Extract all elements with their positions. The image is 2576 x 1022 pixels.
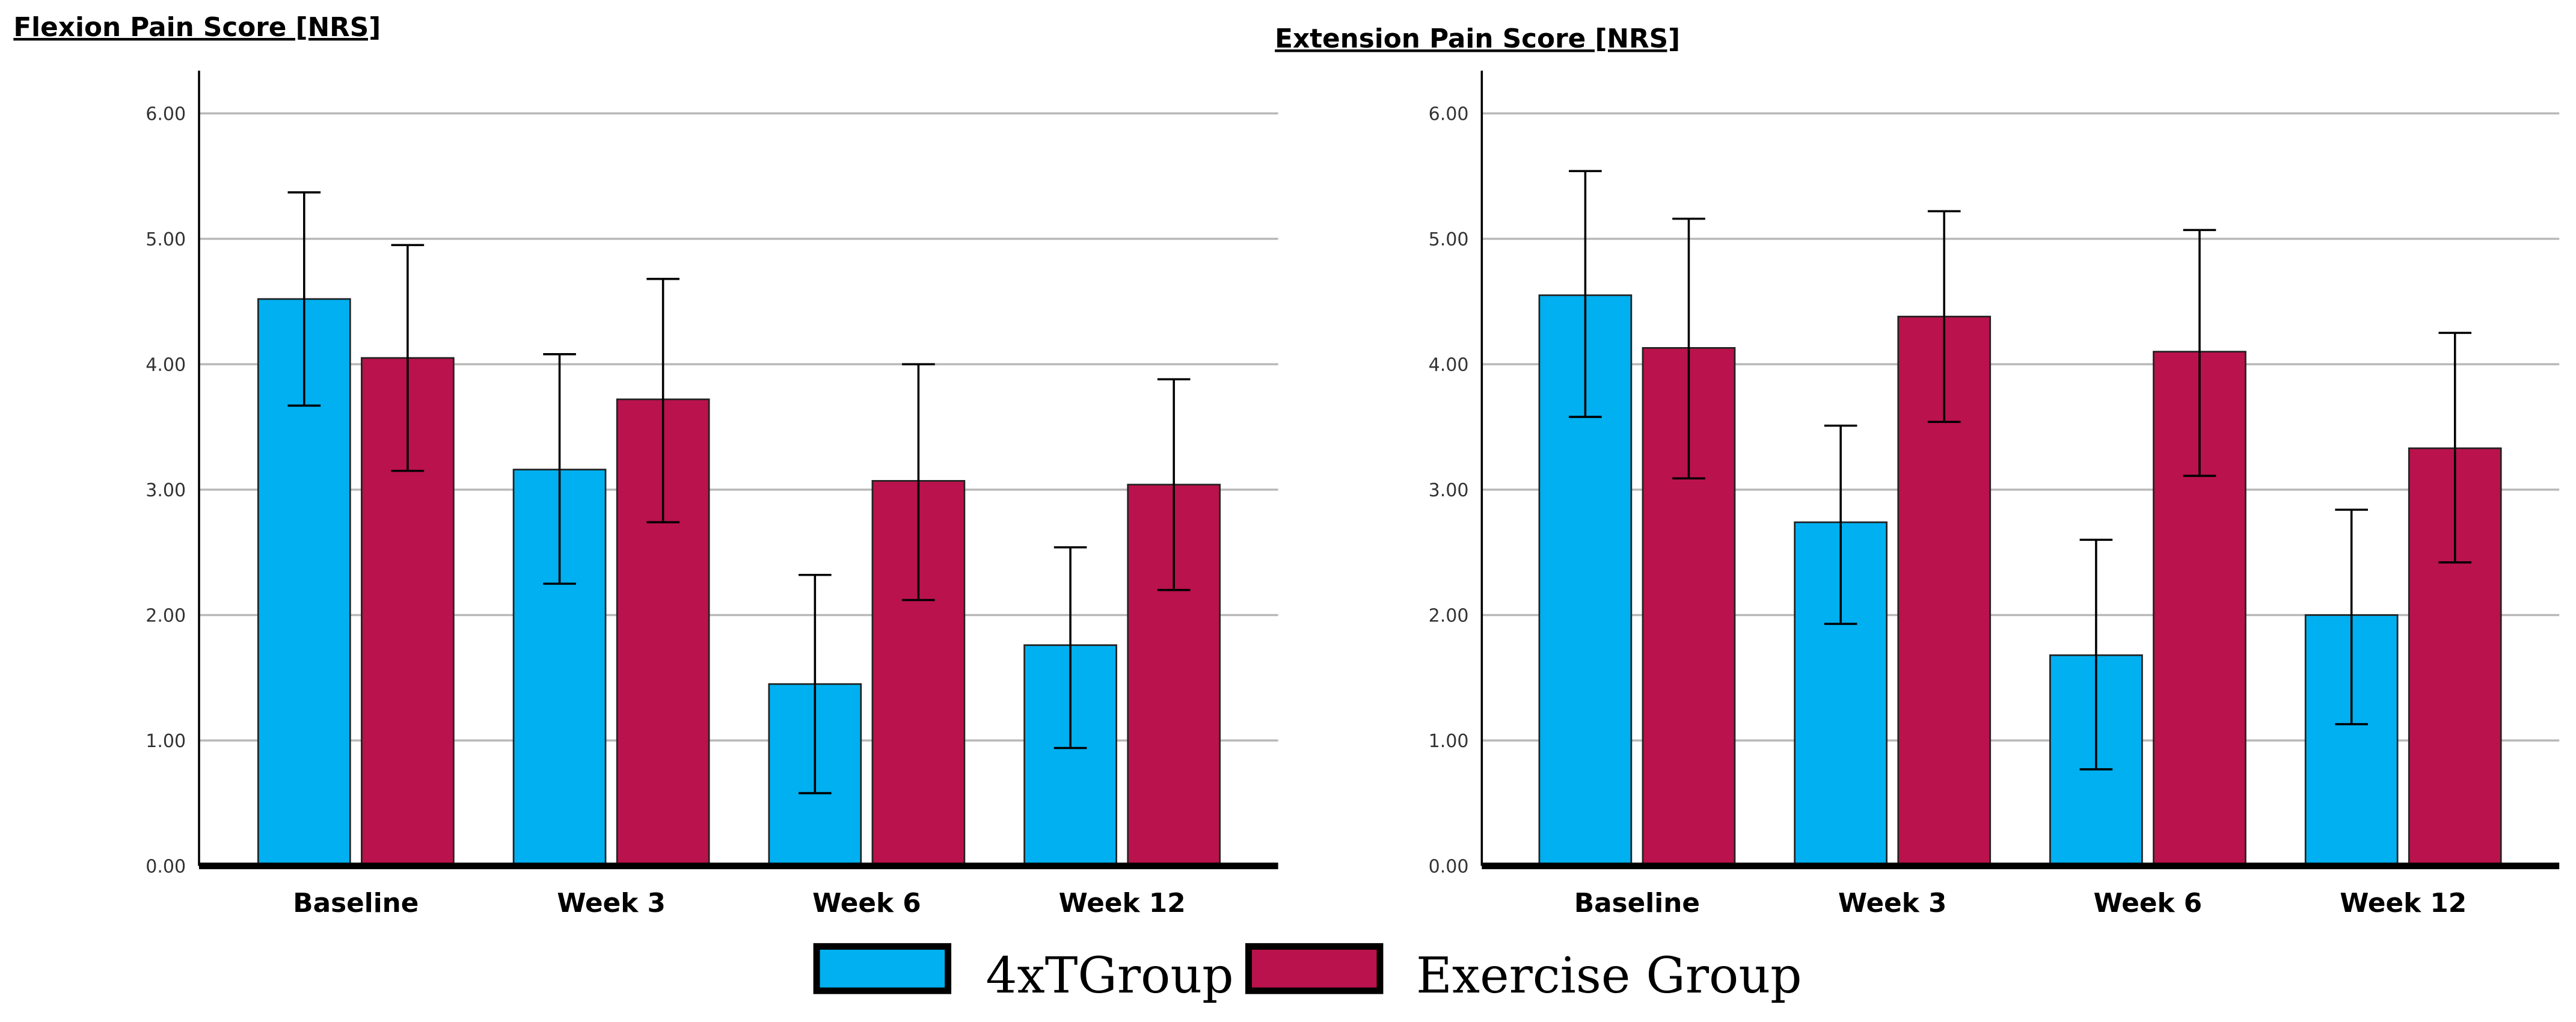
x-tick-label: Week 3 xyxy=(557,888,666,919)
y-tick-label: 6.00 xyxy=(146,103,186,125)
y-tick-label: 1.00 xyxy=(1429,731,1469,752)
x-tick-label: Baseline xyxy=(1574,888,1700,919)
x-tick-label: Week 6 xyxy=(812,888,921,919)
legend: 4xTGroup Exercise Group xyxy=(813,943,1802,1005)
legend-swatch-exercise xyxy=(1245,943,1384,994)
legend-swatch-4xtgroup xyxy=(813,943,952,994)
y-tick-label: 5.00 xyxy=(146,229,186,250)
y-tick-label: 0.00 xyxy=(146,856,186,877)
x-tick-label: Week 12 xyxy=(1059,888,1186,919)
x-tick-label: Week 6 xyxy=(2094,888,2203,919)
y-tick-label: 4.00 xyxy=(1429,354,1469,375)
legend-label-4xtgroup: 4xTGroup xyxy=(986,947,1233,1005)
y-tick-label: 1.00 xyxy=(146,731,186,752)
y-tick-label: 0.00 xyxy=(1429,856,1469,877)
chart-panel-0: Flexion Pain Score [NRS] 0.00 1.00 2.00 3.00… xyxy=(13,12,1278,919)
y-tick-label: 3.00 xyxy=(146,480,186,501)
x-tick-label: Week 12 xyxy=(2340,888,2467,919)
legend-label-exercise: Exercise Group xyxy=(1416,947,1802,1005)
chart-title: Extension Pain Score [NRS] xyxy=(1275,23,1680,54)
y-tick-label: 5.00 xyxy=(1429,229,1469,250)
y-tick-label: 4.00 xyxy=(146,354,186,375)
x-tick-label: Baseline xyxy=(293,888,419,919)
chart-title: Flexion Pain Score [NRS] xyxy=(13,12,381,43)
x-tick-label: Week 3 xyxy=(1838,888,1947,919)
chart-panel-1: Extension Pain Score [NRS] 0.00 1.00 2.00 3.… xyxy=(1275,23,2560,919)
y-tick-label: 3.00 xyxy=(1429,480,1469,501)
y-tick-label: 2.00 xyxy=(146,605,186,626)
y-tick-label: 2.00 xyxy=(1429,605,1469,626)
y-tick-label: 6.00 xyxy=(1429,103,1469,125)
